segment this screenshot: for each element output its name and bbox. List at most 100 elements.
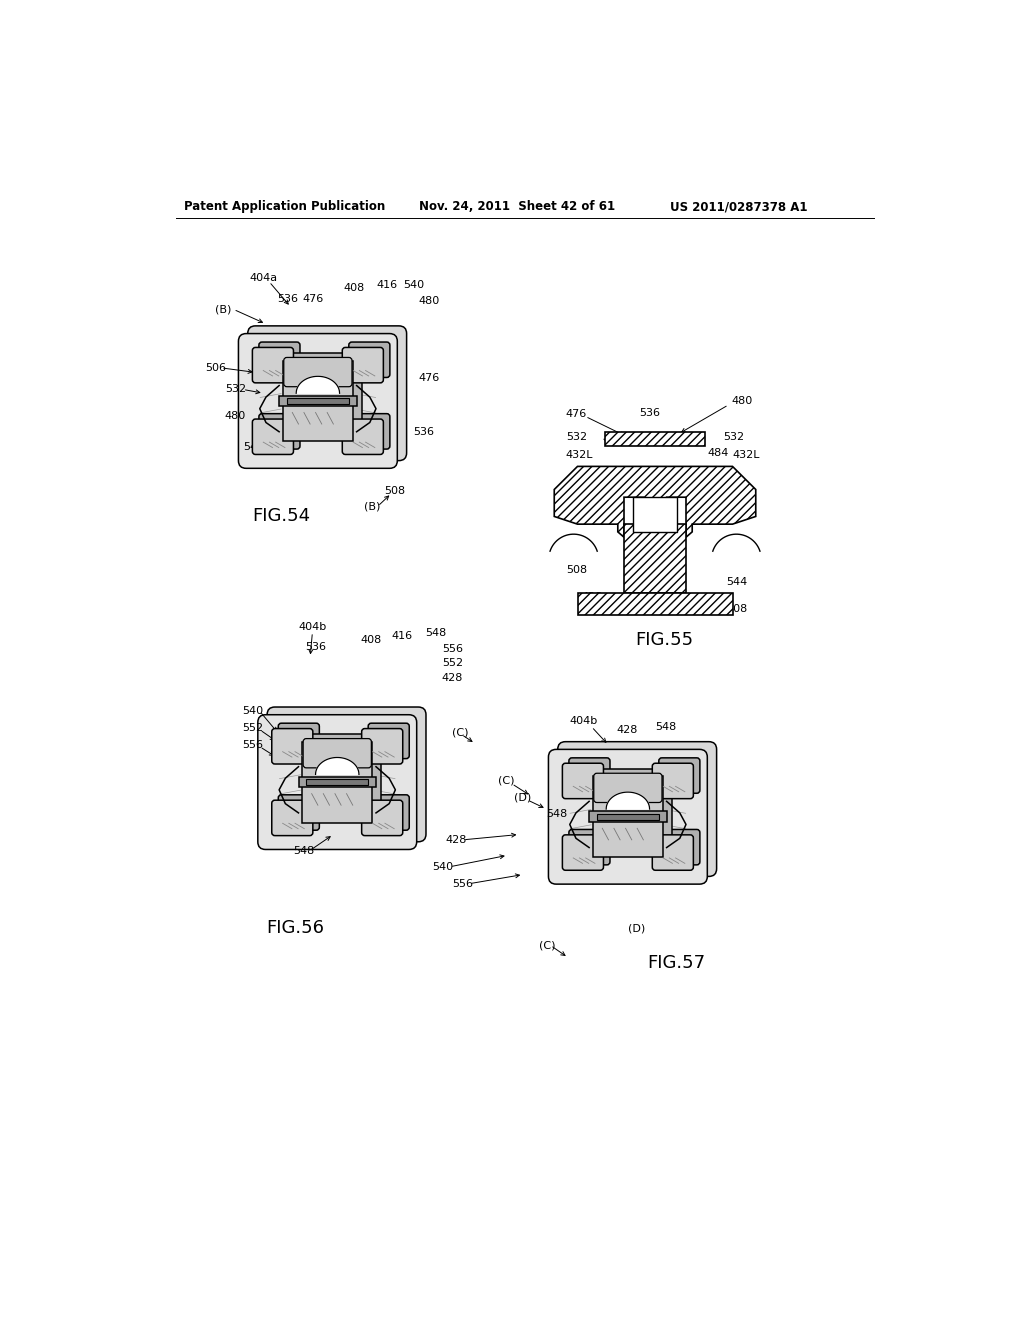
Polygon shape bbox=[713, 535, 760, 552]
Text: 428: 428 bbox=[616, 725, 638, 735]
Text: 536: 536 bbox=[305, 643, 326, 652]
Text: 416: 416 bbox=[391, 631, 413, 640]
Bar bbox=[287, 397, 349, 404]
Text: 428: 428 bbox=[442, 673, 463, 684]
Bar bbox=[578, 594, 732, 615]
Text: FIG.55: FIG.55 bbox=[636, 631, 693, 648]
Text: Nov. 24, 2011  Sheet 42 of 61: Nov. 24, 2011 Sheet 42 of 61 bbox=[419, 201, 614, 214]
Text: 408: 408 bbox=[360, 635, 382, 645]
Text: 540: 540 bbox=[726, 508, 748, 517]
FancyBboxPatch shape bbox=[549, 750, 708, 884]
Text: 540: 540 bbox=[403, 280, 424, 290]
Bar bbox=[604, 432, 706, 446]
Text: 532: 532 bbox=[723, 432, 744, 442]
FancyBboxPatch shape bbox=[279, 723, 319, 759]
Text: 506: 506 bbox=[206, 363, 226, 372]
Text: 536: 536 bbox=[278, 293, 299, 304]
Text: 556: 556 bbox=[452, 879, 473, 888]
Text: 480: 480 bbox=[419, 296, 440, 306]
Bar bbox=[602, 768, 672, 850]
Bar bbox=[593, 776, 663, 857]
FancyBboxPatch shape bbox=[361, 800, 402, 836]
Text: 408: 408 bbox=[726, 603, 748, 614]
Text: US 2011/0287378 A1: US 2011/0287378 A1 bbox=[671, 201, 808, 214]
Text: Patent Application Publication: Patent Application Publication bbox=[183, 201, 385, 214]
Text: 404b: 404b bbox=[569, 715, 598, 726]
Text: 508: 508 bbox=[384, 486, 404, 496]
Text: 540: 540 bbox=[242, 706, 263, 717]
Bar bbox=[633, 498, 677, 532]
Text: 428: 428 bbox=[582, 593, 603, 602]
Text: 556: 556 bbox=[442, 644, 463, 653]
FancyBboxPatch shape bbox=[284, 358, 352, 387]
Bar bbox=[311, 734, 381, 814]
Text: 476: 476 bbox=[419, 372, 440, 383]
Text: 408: 408 bbox=[563, 492, 585, 502]
Text: 536: 536 bbox=[640, 408, 660, 417]
FancyBboxPatch shape bbox=[361, 729, 402, 764]
FancyBboxPatch shape bbox=[562, 763, 603, 799]
Text: FIG.54: FIG.54 bbox=[252, 507, 310, 525]
Text: 508: 508 bbox=[566, 565, 587, 576]
FancyBboxPatch shape bbox=[569, 758, 610, 793]
FancyBboxPatch shape bbox=[252, 347, 294, 383]
Bar bbox=[589, 812, 667, 822]
FancyBboxPatch shape bbox=[259, 413, 300, 449]
FancyBboxPatch shape bbox=[271, 729, 313, 764]
Text: (D): (D) bbox=[514, 792, 531, 803]
Text: 408: 408 bbox=[343, 282, 365, 293]
Text: (B): (B) bbox=[215, 305, 231, 314]
Text: (C): (C) bbox=[452, 727, 468, 737]
FancyBboxPatch shape bbox=[248, 326, 407, 461]
Text: 548: 548 bbox=[655, 722, 676, 731]
Bar bbox=[597, 813, 658, 820]
FancyBboxPatch shape bbox=[369, 723, 410, 759]
FancyBboxPatch shape bbox=[279, 795, 319, 830]
Bar bbox=[292, 352, 362, 434]
FancyBboxPatch shape bbox=[259, 342, 300, 378]
Bar bbox=[302, 742, 372, 822]
Polygon shape bbox=[296, 376, 340, 393]
FancyBboxPatch shape bbox=[303, 739, 372, 768]
Text: 536: 536 bbox=[414, 426, 434, 437]
Text: 404b: 404b bbox=[299, 622, 327, 631]
FancyBboxPatch shape bbox=[267, 708, 426, 842]
FancyBboxPatch shape bbox=[342, 418, 383, 454]
FancyBboxPatch shape bbox=[562, 834, 603, 870]
Text: 548: 548 bbox=[547, 809, 567, 820]
Text: 556: 556 bbox=[242, 741, 263, 750]
Text: 548: 548 bbox=[293, 846, 314, 857]
Text: 532: 532 bbox=[566, 432, 587, 442]
FancyBboxPatch shape bbox=[349, 342, 390, 378]
FancyBboxPatch shape bbox=[349, 413, 390, 449]
Text: 432L: 432L bbox=[732, 450, 760, 459]
FancyBboxPatch shape bbox=[558, 742, 717, 876]
Bar bbox=[299, 776, 376, 788]
Bar bbox=[283, 360, 352, 441]
Text: 480: 480 bbox=[731, 396, 753, 407]
Text: 552: 552 bbox=[442, 657, 463, 668]
Text: 432L: 432L bbox=[566, 450, 593, 459]
Text: (C): (C) bbox=[499, 776, 515, 785]
FancyBboxPatch shape bbox=[252, 418, 294, 454]
Polygon shape bbox=[550, 535, 597, 552]
Text: 532: 532 bbox=[225, 384, 246, 395]
Text: 484: 484 bbox=[708, 447, 729, 458]
FancyBboxPatch shape bbox=[342, 347, 383, 383]
Text: 548: 548 bbox=[425, 628, 446, 639]
Text: 416: 416 bbox=[376, 280, 397, 290]
Polygon shape bbox=[315, 758, 359, 775]
Bar bbox=[624, 524, 686, 594]
Text: 476: 476 bbox=[566, 409, 587, 418]
FancyBboxPatch shape bbox=[658, 829, 699, 865]
Polygon shape bbox=[554, 466, 756, 537]
Bar bbox=[280, 396, 356, 407]
Text: 540: 540 bbox=[432, 862, 454, 871]
FancyBboxPatch shape bbox=[569, 829, 610, 865]
FancyBboxPatch shape bbox=[369, 795, 410, 830]
Text: FIG.56: FIG.56 bbox=[266, 920, 324, 937]
FancyBboxPatch shape bbox=[652, 834, 693, 870]
Text: 404a: 404a bbox=[250, 273, 278, 282]
FancyBboxPatch shape bbox=[652, 763, 693, 799]
Text: 428: 428 bbox=[445, 834, 467, 845]
